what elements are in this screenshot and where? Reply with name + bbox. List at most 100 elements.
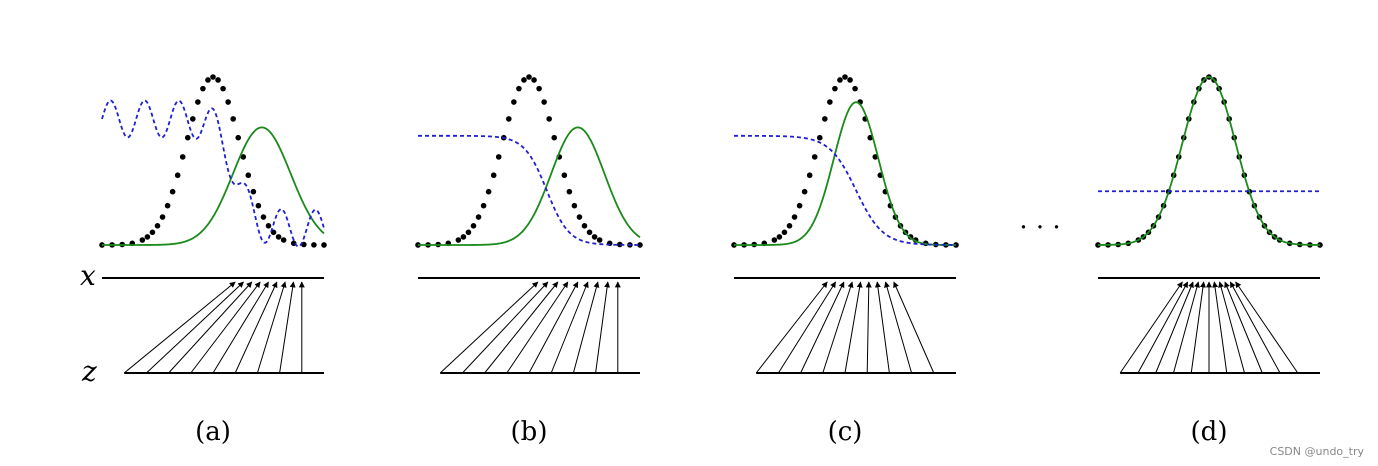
mapping-arrow [279,281,296,374]
data-distribution-point [179,154,186,160]
data-distribution-point [536,85,542,92]
mapping-arrow [1218,281,1246,374]
mapping-arrow [1172,281,1200,374]
data-distribution-point [791,214,798,220]
data-distribution-point [311,242,317,248]
data-distribution-point [591,234,598,240]
mapping-arrow [550,281,589,374]
data-distribution-point [832,85,838,92]
data-distribution-point [776,234,783,240]
data-distribution-point [847,77,853,83]
data-distribution-point [184,134,191,141]
data-distribution-point [521,77,527,83]
data-distribution-point [205,77,211,83]
mapping-arrow [439,281,539,374]
data-distribution-point [581,223,588,229]
panel-label-a: (a) [195,417,231,447]
data-distribution-point [190,116,196,122]
data-distribution-point [460,234,467,240]
mapping-arrow [168,281,253,374]
data-distribution-point [596,237,603,243]
data-distribution-point [576,214,583,220]
data-distribution-point [195,99,201,105]
data-distribution-point [511,99,517,105]
mapping-arrow [1119,281,1183,374]
data-distribution-point [806,172,813,179]
data-distribution-point [220,85,226,92]
data-distribution-point [586,229,593,236]
data-distribution-point [495,154,502,160]
data-distribution-point [541,99,547,105]
data-distribution-point [245,172,252,179]
data-distribution-point [174,172,181,179]
data-distribution-point [480,202,487,209]
mapping-arrow [146,281,244,374]
mapping-arrow [893,281,935,374]
data-distribution-point [506,116,512,122]
data-distribution-point [551,134,558,141]
data-distribution-point [786,223,793,229]
panels-layer: (a) (b) (c) (d) [99,74,1323,447]
generator-distribution-curve [102,126,325,246]
mapping-arrow [822,281,854,374]
discriminator-curve [101,99,325,248]
mapping-arrow [1235,281,1299,374]
mapping-arrow [755,281,828,374]
panel-label-c: (c) [828,417,863,447]
discriminator-curve [418,134,641,246]
data-distribution-point [637,242,643,248]
data-distribution-point [816,134,823,141]
data-distribution-point [255,202,262,209]
data-distribution-point [490,172,497,179]
z-axis-label: z [81,355,97,388]
data-distribution-point [215,77,221,83]
data-distribution-point [164,202,171,209]
data-distribution-point [455,237,462,243]
mapping-arrow [777,281,836,374]
data-distribution-point [827,99,833,105]
mapping-arrow [212,281,269,374]
mapping-arrow [1224,281,1263,374]
data-distribution-point [617,241,623,248]
data-distribution-point [144,234,151,240]
data-distribution-point [210,74,216,80]
generator-distribution-curve [418,126,641,246]
mapping-arrow [462,281,549,374]
panel-d: (d) [1095,74,1323,447]
generator-distribution-curve [734,101,956,246]
mapping-arrow [123,281,236,374]
mapping-arrow [1155,281,1194,374]
data-distribution-point [200,85,206,92]
watermark: CSDN @undo_try [1270,445,1365,458]
ellipsis-separator: · · · [1019,213,1060,243]
data-distribution-point [159,214,166,220]
data-distribution-point [531,77,537,83]
mapping-arrow [1212,281,1228,374]
data-distribution-point [154,223,161,229]
panel-a: (a) [99,74,327,447]
mapping-arrow [844,281,863,374]
data-distribution-point [250,188,257,195]
mapping-arrow [484,281,559,374]
mapping-arrow [572,281,600,374]
panel-label-d: (d) [1191,417,1228,447]
panel-label-b: (b) [511,417,548,447]
mapping-arrow [1137,281,1189,374]
generator-distribution-curve [1098,76,1320,246]
mapping-arrow [1190,281,1206,374]
data-distribution-point [811,154,818,160]
mapping-arrow [1229,281,1281,374]
data-distribution-point [280,237,287,243]
data-distribution-point [240,154,247,160]
data-distribution-point [526,74,532,80]
mapping-arrow [595,281,611,374]
data-distribution-point [546,116,552,122]
mapping-arrow [234,281,278,374]
data-distribution-point [139,237,146,243]
discriminator-curve [734,134,957,246]
data-distribution-point [260,214,267,220]
mapping-arrow [800,281,845,374]
data-distribution-point [571,202,578,209]
data-distribution-point [265,223,272,229]
